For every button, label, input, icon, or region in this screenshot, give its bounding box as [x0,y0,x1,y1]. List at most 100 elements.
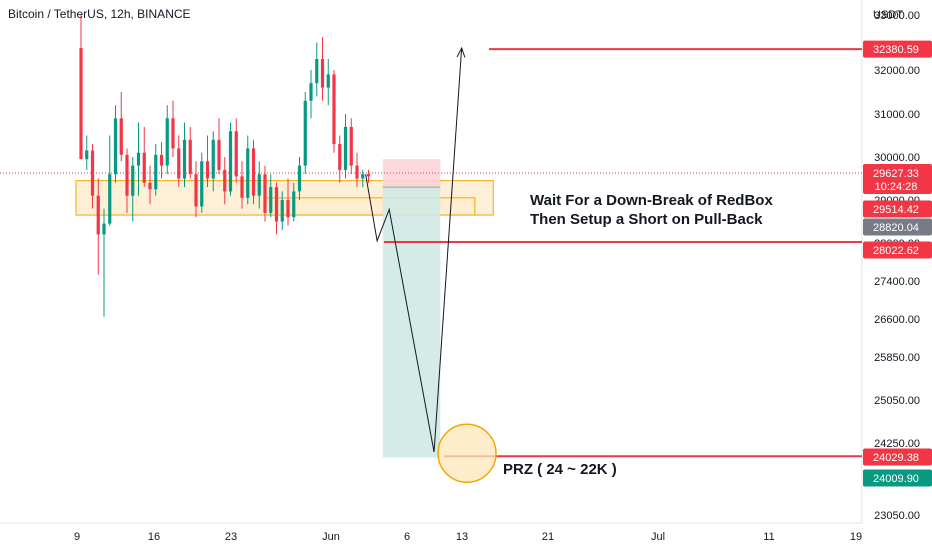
candle-body [165,118,169,166]
candle [211,131,215,192]
forecast-arrowhead [456,46,466,58]
take-profit-zone [382,187,441,458]
candle-body [257,174,261,196]
candle [326,59,330,106]
y-tick-label: 25850.00 [874,352,920,364]
y-tick-label: 31000.00 [874,109,920,121]
candle-body [309,83,313,101]
y-tick-label: 30000.00 [874,152,920,164]
candle-body [280,200,284,222]
candle [223,157,227,205]
forecast-path [365,47,463,453]
box-note-line2: Then Setup a Short on Pull-Back [530,211,763,228]
candle-body [79,48,83,160]
last-price-badge-bg [863,164,932,195]
price-badge-text: 24029.38 [873,452,919,464]
price-badge-text: 29514.42 [873,204,919,216]
price-badge-text: 28022.62 [873,245,919,257]
x-tick-label: 11 [763,531,774,543]
candle-body [269,187,273,213]
candle-body [182,139,187,179]
candle [355,152,359,188]
candle [90,144,95,209]
candle [79,15,83,160]
y-tick-label: 24250.00 [874,438,920,450]
x-tick-label: 16 [148,531,160,543]
candle-body [332,74,336,145]
price-badge-text: 28820.04 [873,222,919,234]
candle [159,141,164,179]
candle-body [292,191,296,218]
candle-body [188,139,192,175]
candle [85,135,89,170]
candle [303,92,307,175]
candle-body [125,154,129,196]
y-tick-label: 27400.00 [874,276,920,288]
candle [274,182,279,235]
candle [96,178,100,275]
x-tick-label: 6 [404,531,410,543]
candle-body [274,187,279,222]
candle [171,100,175,157]
candle-body [205,161,210,179]
candle [297,157,302,200]
y-tick-label: 32000.00 [874,65,920,77]
candle [246,135,250,205]
candle [343,114,348,179]
candle-body [90,150,95,196]
candle-body [303,100,307,166]
candle-body [361,174,365,179]
price-badge-bg [863,469,932,487]
candle [251,139,256,205]
candle [228,122,233,196]
price-axis-bg [862,0,932,550]
candle [148,165,152,205]
candle [113,105,118,183]
candle-body [159,154,164,166]
candle [205,135,210,188]
candle [102,208,106,317]
candle-body [240,176,244,198]
candle [119,92,123,162]
candle [188,126,192,179]
candle [200,152,204,213]
price-badge-bg [863,448,932,466]
candle-body [217,139,221,170]
last-price-badge-text: 29627.33 [873,168,919,180]
candle-body [108,174,112,224]
prz-label: PRZ ( 24 ~ 22K ) [503,461,617,478]
countdown-badge-text: 10:24:28 [875,181,918,193]
candle-body [131,165,135,196]
candle-body [338,144,342,170]
candle [366,169,371,183]
candle-body [251,148,256,196]
candle [280,191,284,231]
candle [108,135,112,226]
x-tick-label: 13 [456,531,468,543]
candle-body [96,195,100,235]
candle-body [263,174,267,213]
candle-body [246,148,250,198]
candle-body [200,161,204,207]
candle-body [142,152,146,183]
candle [315,42,319,97]
candle [263,165,267,222]
price-badge-bg [863,241,932,259]
candle [217,118,221,175]
x-tick-label: 9 [74,531,80,543]
candle [142,126,146,188]
candle-body [223,169,227,192]
x-tick-label: 21 [542,531,554,543]
candle-body [315,59,319,84]
candle-body [154,154,158,190]
candle-body [343,126,348,170]
candle-body [177,148,181,179]
candle-body [113,118,118,175]
candle [320,37,325,101]
candle-body [355,165,359,179]
candle [125,148,129,213]
y-tick-label: 25050.00 [874,395,920,407]
candle-body [211,139,215,179]
